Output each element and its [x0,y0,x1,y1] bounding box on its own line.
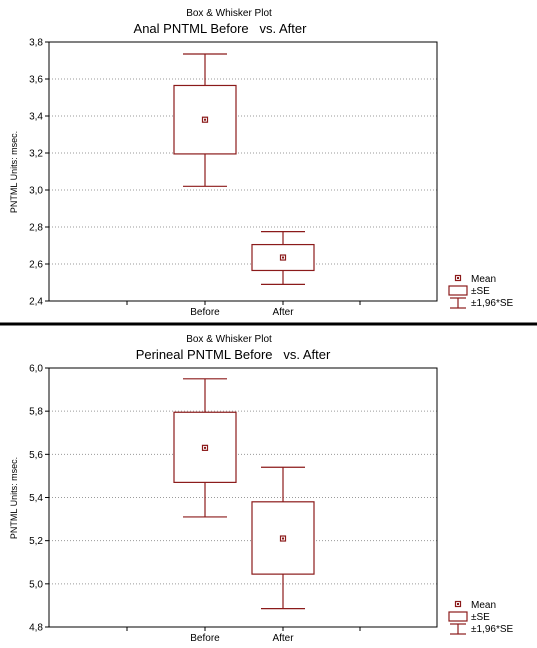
y-tick-label: 3,0 [29,186,43,197]
legend-label-ci: ±1,96*SE [471,624,514,635]
legend-label-mean: Mean [471,600,496,611]
legend-se-icon [448,611,468,622]
x-tick-label: After [272,307,294,318]
box-before [173,378,237,518]
legend-label-se: ±SE [471,286,490,297]
x-tick-label: After [272,633,294,644]
plot-area-frame [48,41,438,302]
y-tick-label: 5,8 [29,407,43,418]
legend-label-se: ±SE [471,612,490,623]
chart-supertitle: Box & Whisker Plot [186,334,272,345]
y-tick-label: 3,8 [29,38,43,49]
chart-title: Perineal PNTML Before vs. After [136,347,331,362]
y-tick-label: 3,6 [29,75,43,86]
y-tick-label: 5,2 [29,536,43,547]
y-tick-label: 5,6 [29,450,43,461]
y-tick-label: 3,4 [29,112,43,123]
y-tick-label: 2,4 [29,297,43,308]
legend-mean-dot [457,603,459,605]
box-after [251,466,315,610]
box-before [173,53,237,187]
plot-area-frame [48,367,438,628]
legend: Mean±SE±1,96*SE [448,600,514,635]
legend: Mean±SE±1,96*SE [448,274,514,309]
chart-panel-anal: Box & Whisker Plot Anal PNTML Before vs.… [9,8,514,318]
y-tick-label: 4,8 [29,623,43,634]
y-tick-label: 2,8 [29,223,43,234]
mean-dot [282,256,284,259]
mean-dot [282,537,284,540]
y-axis-label: PNTML Units: msec. [9,457,19,539]
y-tick-label: 5,0 [29,579,43,590]
chart-panel-perineal: Box & Whisker Plot Perineal PNTML Before… [9,334,514,644]
legend-se-icon [448,285,468,296]
x-tick-label: Before [190,307,220,318]
y-axis-label: PNTML Units: msec. [9,131,19,213]
y-tick-label: 6,0 [29,364,43,375]
y-tick-label: 2,6 [29,260,43,271]
chart-title: Anal PNTML Before vs. After [134,21,308,36]
legend-label-ci: ±1,96*SE [471,298,514,309]
legend-mean-dot [457,277,459,279]
y-tick-label: 3,2 [29,149,43,160]
mean-dot [204,118,206,121]
x-tick-label: Before [190,633,220,644]
chart-supertitle: Box & Whisker Plot [186,8,272,19]
y-tick-label: 5,4 [29,493,43,504]
box-after [251,231,315,285]
legend-label-mean: Mean [471,274,496,285]
mean-dot [204,446,206,449]
